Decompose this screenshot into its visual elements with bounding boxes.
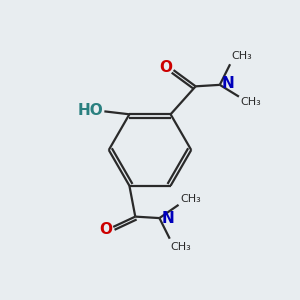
Text: N: N <box>221 76 234 91</box>
Text: CH₃: CH₃ <box>180 194 201 204</box>
Text: O: O <box>99 222 112 237</box>
Text: CH₃: CH₃ <box>171 242 191 252</box>
Text: HO: HO <box>77 103 103 118</box>
Text: CH₃: CH₃ <box>241 97 261 107</box>
Text: CH₃: CH₃ <box>231 51 252 61</box>
Text: O: O <box>160 60 173 75</box>
Text: N: N <box>161 211 174 226</box>
